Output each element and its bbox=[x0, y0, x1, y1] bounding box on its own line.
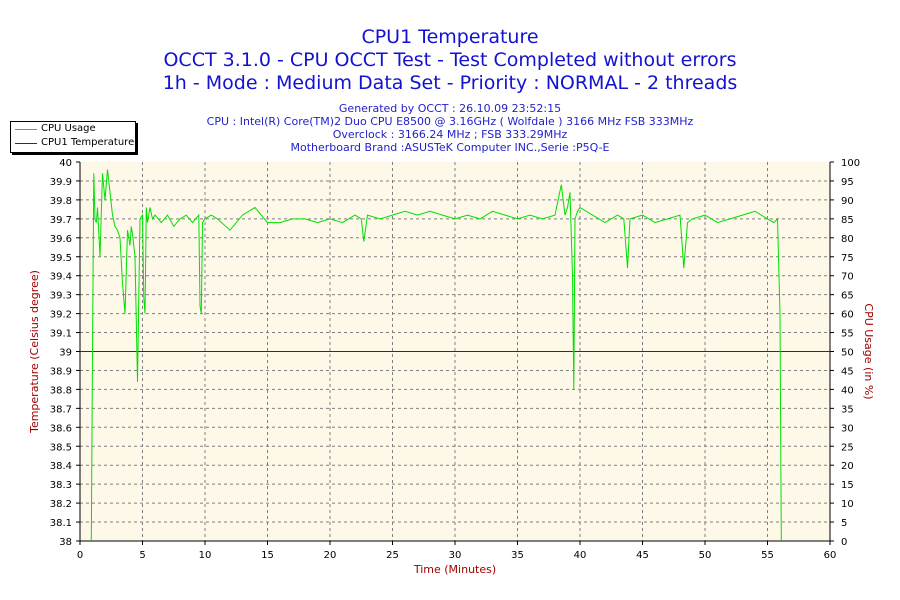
y-left-tick-label: 38.8 bbox=[50, 385, 72, 396]
y-left-tick-label: 38 bbox=[59, 537, 72, 548]
y-right-tick-label: 80 bbox=[841, 234, 854, 245]
chart-subtitle-mode: 1h - Mode : Medium Data Set - Priority :… bbox=[162, 72, 738, 94]
info-cpu: CPU : Intel(R) Core(TM)2 Duo CPU E8500 @… bbox=[206, 115, 694, 128]
legend-swatch-cpu-temp bbox=[15, 143, 37, 144]
y-left-tick-label: 38.9 bbox=[50, 366, 72, 377]
y-right-tick-label: 30 bbox=[841, 423, 854, 434]
y-right-tick-label: 45 bbox=[841, 366, 854, 377]
y-left-tick-label: 40 bbox=[59, 158, 72, 169]
y-right-tick-label: 0 bbox=[841, 537, 847, 548]
y-right-tick-label: 95 bbox=[841, 177, 854, 188]
x-tick-label: 60 bbox=[824, 550, 837, 561]
x-tick-label: 40 bbox=[574, 550, 587, 561]
x-tick-label: 0 bbox=[77, 550, 83, 561]
y-right-tick-label: 25 bbox=[841, 442, 854, 453]
y-right-tick-label: 100 bbox=[841, 158, 860, 169]
x-tick-label: 15 bbox=[261, 550, 274, 561]
y-left-tick-label: 39.2 bbox=[50, 310, 72, 321]
x-tick-label: 55 bbox=[761, 550, 774, 561]
y-left-tick-label: 38.1 bbox=[50, 518, 72, 529]
chart-title-block: CPU1 Temperature OCCT 3.1.0 - CPU OCCT T… bbox=[0, 26, 900, 95]
legend-item-cpu-temp: CPU1 Temperature bbox=[11, 136, 135, 150]
x-tick-label: 20 bbox=[324, 550, 337, 561]
x-tick-label: 5 bbox=[139, 550, 145, 561]
y-right-tick-label: 75 bbox=[841, 253, 854, 264]
info-motherboard: Motherboard Brand :ASUSTeK Computer INC.… bbox=[290, 141, 610, 154]
y-left-tick-label: 38.6 bbox=[50, 423, 72, 434]
series-cpu-usage bbox=[90, 169, 782, 542]
y-left-tick-label: 39.6 bbox=[50, 234, 72, 245]
legend-item-cpu-usage: CPU Usage bbox=[11, 122, 135, 136]
chart-title: CPU1 Temperature bbox=[361, 26, 539, 48]
y-left-tick-label: 38.3 bbox=[50, 480, 72, 491]
y-left-tick-label: 39.7 bbox=[50, 215, 72, 226]
y-right-tick-label: 40 bbox=[841, 385, 854, 396]
y-right-tick-label: 20 bbox=[841, 461, 854, 472]
y-left-tick-label: 38.5 bbox=[50, 442, 72, 453]
y-left-tick-label: 39.1 bbox=[50, 329, 72, 340]
y-left-tick-label: 39.9 bbox=[50, 177, 72, 188]
y-axis-left-label: Temperature (Celsius degree) bbox=[28, 270, 41, 434]
x-tick-label: 10 bbox=[199, 550, 212, 561]
y-left-tick-label: 38.2 bbox=[50, 499, 72, 510]
y-right-tick-label: 10 bbox=[841, 499, 854, 510]
chart-subtitle-test: OCCT 3.1.0 - CPU OCCT Test - Test Comple… bbox=[163, 49, 737, 71]
y-left-tick-label: 38.7 bbox=[50, 404, 72, 415]
y-right-tick-label: 35 bbox=[841, 404, 854, 415]
info-generated: Generated by OCCT : 26.10.09 23:52:15 bbox=[338, 102, 562, 115]
y-right-tick-label: 90 bbox=[841, 196, 854, 207]
chart-legend: CPU Usage CPU1 Temperature bbox=[10, 121, 136, 153]
y-left-tick-label: 39.5 bbox=[50, 253, 72, 264]
y-right-tick-label: 55 bbox=[841, 329, 854, 340]
x-tick-label: 30 bbox=[449, 550, 462, 561]
system-info-block: Generated by OCCT : 26.10.09 23:52:15 CP… bbox=[0, 102, 900, 154]
y-left-tick-label: 39 bbox=[59, 348, 72, 359]
y-axis-right-label: CPU Usage (in %) bbox=[862, 303, 875, 399]
y-left-tick-label: 39.8 bbox=[50, 196, 72, 207]
x-axis-label: Time (Minutes) bbox=[413, 563, 496, 576]
y-right-tick-label: 60 bbox=[841, 310, 854, 321]
legend-label-cpu-temp: CPU1 Temperature bbox=[41, 137, 135, 148]
info-overclock: Overclock : 3166.24 MHz ; FSB 333.29MHz bbox=[332, 128, 568, 141]
legend-swatch-cpu-usage bbox=[15, 129, 37, 130]
y-right-tick-label: 85 bbox=[841, 215, 854, 226]
y-right-tick-label: 5 bbox=[841, 518, 847, 529]
x-tick-label: 35 bbox=[511, 550, 524, 561]
x-tick-label: 50 bbox=[699, 550, 712, 561]
y-left-tick-label: 38.4 bbox=[50, 461, 72, 472]
y-right-tick-label: 65 bbox=[841, 291, 854, 302]
x-tick-label: 45 bbox=[636, 550, 649, 561]
y-right-tick-label: 50 bbox=[841, 348, 854, 359]
legend-label-cpu-usage: CPU Usage bbox=[41, 123, 96, 134]
y-left-tick-label: 39.3 bbox=[50, 291, 72, 302]
y-right-tick-label: 15 bbox=[841, 480, 854, 491]
y-right-tick-label: 70 bbox=[841, 272, 854, 283]
x-tick-label: 25 bbox=[386, 550, 399, 561]
y-left-tick-label: 39.4 bbox=[50, 272, 72, 283]
